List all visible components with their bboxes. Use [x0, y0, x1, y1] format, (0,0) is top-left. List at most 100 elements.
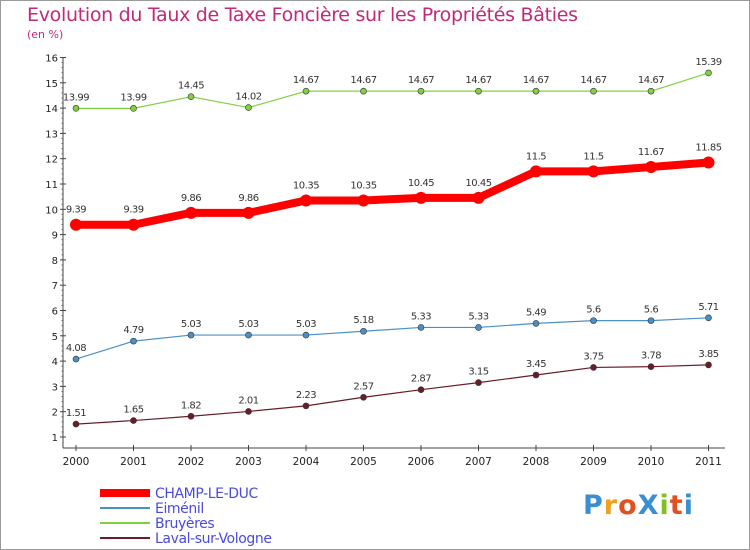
data-label: 10.35 [350, 180, 376, 191]
data-label: 10.35 [293, 180, 319, 191]
data-label: 3.85 [698, 349, 718, 360]
x-tick-label: 2011 [695, 456, 722, 468]
data-point [530, 165, 542, 178]
data-point [72, 420, 80, 428]
data-label: 5.03 [238, 319, 258, 330]
data-label: 14.67 [465, 75, 491, 86]
data-label: 5.33 [468, 311, 488, 322]
data-label: 15.39 [695, 57, 721, 68]
data-point [187, 412, 195, 420]
chart-title: Evolution du Taux de Taxe Foncière sur l… [27, 4, 578, 26]
data-point [245, 104, 252, 111]
data-label: 14.67 [350, 75, 376, 86]
data-point [532, 87, 540, 95]
y-tick-label: 1 [52, 433, 58, 444]
y-tick-label: 13 [45, 129, 58, 140]
x-tick-label: 2004 [293, 456, 320, 468]
data-label: 14.67 [293, 75, 319, 86]
data-point [645, 161, 657, 174]
x-tick-label: 2008 [523, 456, 550, 468]
data-point [647, 363, 655, 370]
logo-letter: t [669, 490, 684, 521]
data-point [475, 324, 482, 331]
data-point [245, 331, 252, 339]
x-tick-label: 2006 [408, 456, 435, 468]
data-point [417, 87, 425, 95]
data-point [590, 87, 597, 95]
y-tick-label: 11 [45, 180, 58, 191]
data-point [357, 194, 370, 207]
logo-letter: P [583, 490, 604, 521]
data-point [245, 408, 252, 415]
legend-label: Laval-sur-Vologne [155, 531, 272, 547]
data-point [587, 165, 600, 178]
y-tick-label: 6 [52, 307, 58, 318]
legend-label: CHAMP-LE-DUC [155, 486, 258, 502]
y-tick-label: 14 [45, 104, 58, 115]
y-tick-label: 3 [52, 382, 58, 393]
data-point [187, 93, 195, 101]
logo-letter: X [637, 490, 660, 521]
data-point [702, 156, 715, 169]
y-tick-label: 7 [52, 281, 58, 292]
x-tick-label: 2002 [178, 456, 205, 468]
data-point [360, 393, 367, 401]
data-point [127, 218, 140, 231]
legend-label: Bruyères [155, 516, 214, 532]
data-point [532, 371, 540, 379]
data-label: 2.87 [411, 374, 431, 385]
logo-letter: r [603, 490, 619, 521]
data-point [360, 87, 367, 95]
x-tick-label: 2007 [465, 456, 492, 468]
data-label: 5.49 [526, 307, 546, 318]
data-label: 11.5 [526, 151, 546, 162]
data-point [415, 191, 427, 204]
data-label: 14.67 [408, 75, 434, 86]
data-label: 4.79 [123, 325, 143, 336]
logo-letter: i [683, 490, 694, 521]
y-tick-label: 16 [45, 54, 58, 65]
data-point [647, 87, 655, 95]
series-line [75, 317, 710, 360]
data-label: 5.6 [644, 305, 659, 316]
y-tick-label: 4 [52, 357, 58, 368]
data-label: 1.51 [66, 408, 86, 419]
data-label: 11.67 [638, 147, 664, 158]
data-label: 9.86 [181, 193, 201, 204]
data-label: 14.67 [523, 75, 549, 86]
data-label: 14.67 [580, 75, 606, 86]
data-point [590, 317, 597, 324]
x-tick-label: 2010 [638, 456, 665, 468]
series-line [75, 364, 710, 425]
data-label: 5.33 [411, 311, 431, 322]
data-point [72, 355, 80, 363]
data-point [302, 87, 310, 95]
data-label: 10.45 [408, 178, 434, 189]
data-label: 5.6 [586, 305, 601, 316]
series-line [75, 72, 710, 109]
y-tick-label: 12 [45, 155, 58, 166]
data-label: 14.02 [235, 92, 261, 103]
data-label: 3.15 [468, 367, 488, 378]
x-tick-label: 2005 [350, 456, 377, 468]
data-point [417, 324, 425, 331]
data-point [475, 379, 482, 386]
data-label: 2.01 [238, 395, 258, 406]
legend-label: Eiménil [155, 501, 204, 517]
data-label: 14.67 [638, 75, 664, 86]
logo-letter: i [659, 490, 670, 521]
data-point [302, 402, 310, 410]
series-line [72, 158, 713, 229]
data-point [185, 206, 197, 219]
x-tick-label: 2001 [120, 456, 147, 468]
data-label: 9.86 [238, 193, 258, 204]
data-label: 1.82 [181, 400, 201, 411]
data-point [360, 327, 367, 335]
data-label: 11.85 [695, 142, 721, 153]
y-tick-label: 5 [52, 332, 58, 343]
y-tick-label: 15 [45, 79, 58, 90]
data-label: 3.78 [641, 351, 661, 362]
data-label: 5.03 [181, 319, 201, 330]
x-tick-label: 2003 [235, 456, 262, 468]
data-point [705, 361, 712, 369]
